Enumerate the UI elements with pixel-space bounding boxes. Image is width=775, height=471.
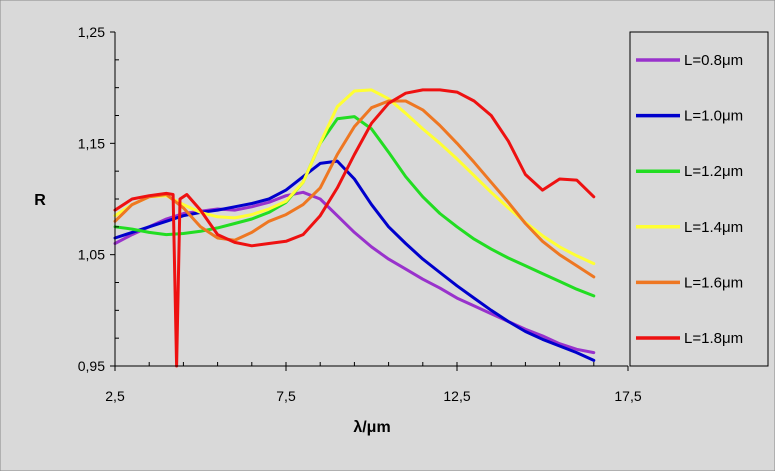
legend-label: L=1.4μm bbox=[684, 219, 743, 236]
x-tick-label: 12,5 bbox=[443, 388, 470, 404]
y-tick-label: 0,95 bbox=[78, 358, 105, 374]
series-line bbox=[113, 88, 596, 368]
legend-box bbox=[629, 31, 769, 367]
legend-label: L=1.8μm bbox=[684, 330, 743, 347]
y-tick-label: 1,15 bbox=[78, 135, 105, 151]
legend-label: L=1.0μm bbox=[684, 108, 743, 125]
legend-label: L=1.6μm bbox=[684, 274, 743, 291]
x-tick-label: 7,5 bbox=[276, 388, 296, 404]
series-line bbox=[113, 159, 596, 362]
x-tick-label: 2,5 bbox=[105, 388, 125, 404]
axis-layer: 0,95 1,05 1,15 1,25 2,5 7,5 12,5 17,5 bbox=[78, 24, 642, 404]
y-tick-label: 1,25 bbox=[78, 24, 105, 40]
series-layer bbox=[113, 88, 596, 368]
series-line bbox=[113, 88, 596, 266]
x-tick-label: 17,5 bbox=[614, 388, 641, 404]
legend-label: L=0.8μm bbox=[684, 52, 743, 69]
series-line bbox=[113, 99, 596, 279]
x-axis-title: λ/μm bbox=[353, 419, 390, 436]
legend: L=0.8μm L=1.0μm L=1.2μm L=1.4μm L=1.6μm L=1.8… bbox=[636, 52, 743, 347]
series-line bbox=[113, 115, 596, 298]
y-tick-label: 1,05 bbox=[78, 247, 105, 263]
y-axis-title: R bbox=[34, 192, 46, 209]
legend-label: L=1.2μm bbox=[684, 163, 743, 180]
